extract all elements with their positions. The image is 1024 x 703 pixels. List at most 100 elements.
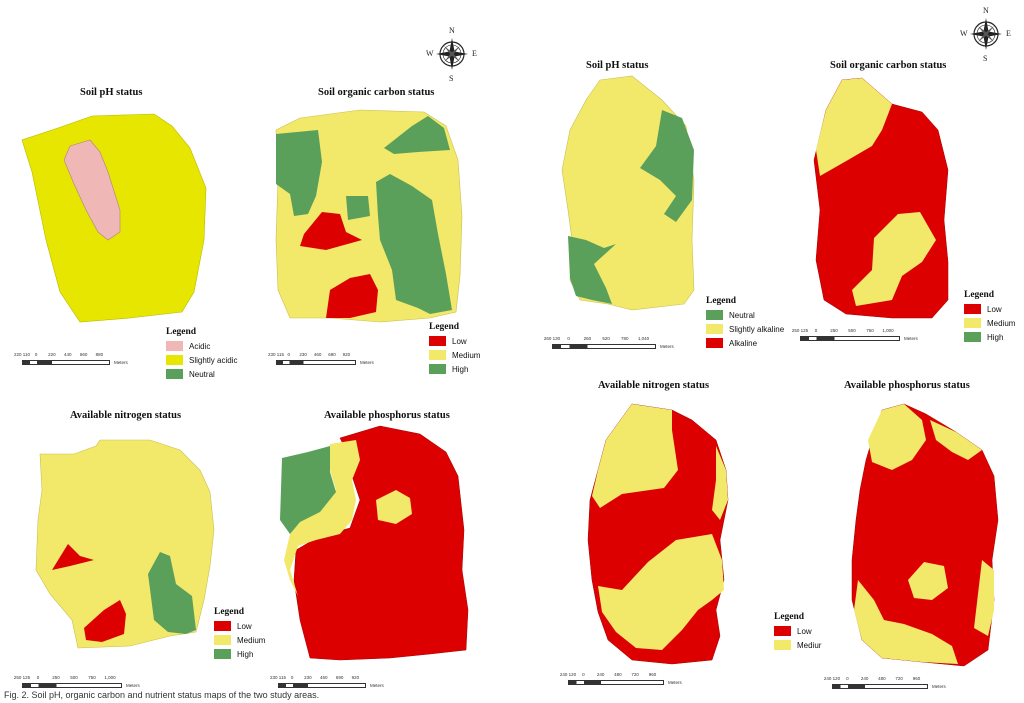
zone-medium [592, 404, 678, 508]
scalebar-n-right: 240 120 0 240 480 720 960 Meters [560, 672, 682, 685]
scale-tick: 250 [830, 328, 838, 333]
scale-tick: 720 [895, 676, 903, 681]
legend-item: Slightly acidic [166, 353, 237, 367]
scale-tick: 240 120 [823, 676, 841, 681]
swatch-acidic [166, 341, 183, 351]
swatch-neutral [166, 369, 183, 379]
scale-tick: 480 [614, 672, 622, 677]
scale-tick: 240 [860, 676, 869, 681]
legend-label: Low [452, 336, 467, 346]
swatch-medium [429, 350, 446, 360]
zone-low [293, 425, 469, 661]
legend-label: Medium [237, 635, 266, 645]
legend-item: Low [429, 334, 480, 348]
scale-tick: 780 [621, 336, 629, 341]
swatch-slightly-alkaline [706, 324, 723, 334]
scale-tick: 220 [48, 352, 56, 357]
scale-tick: 1,040 [637, 336, 650, 341]
map-oc-left [275, 109, 463, 323]
legend-oc-right: Legend Low Medium High [964, 290, 1015, 344]
scalebar-oc-right: 250 125 0 250 500 750 1,000 Meters [792, 328, 918, 341]
swatch-low [429, 336, 446, 346]
scale-tick: 0 [567, 336, 570, 341]
scale-tick: 500 [70, 675, 78, 680]
scale-tick: 460 [313, 352, 322, 357]
zone-low [326, 274, 378, 318]
legend-label: High [987, 332, 1004, 342]
scale-tick: 960 [912, 676, 921, 681]
zone-high [346, 196, 370, 220]
zone-high [276, 130, 322, 216]
zone-low [52, 544, 94, 570]
scale-tick: 1,000 [104, 675, 116, 680]
scale-tick: 920 [342, 352, 351, 357]
swatch-alkaline [706, 338, 723, 348]
zone-medium [284, 440, 360, 596]
scale-tick: 690 [328, 352, 336, 357]
legend-ph-right: Legend Neutral Slightly alkaline Alkalin… [706, 296, 784, 350]
legend-title: Legend [964, 290, 995, 300]
scale-tick: 0 [846, 676, 849, 681]
scale-tick: 480 [878, 676, 886, 681]
legend-item: Medium [964, 316, 1015, 330]
legend-item: High [214, 647, 265, 661]
legend-label: Mediur [797, 640, 822, 650]
scale-tick: 440 [63, 352, 72, 357]
map-title-p-left: Available phosphorus status [324, 410, 450, 421]
scalebar-p-right: 240 120 0 240 480 720 960 Meters [824, 676, 946, 689]
zone-medium [712, 446, 728, 520]
scale-tick: 750 [866, 328, 874, 333]
swatch-medium [774, 640, 791, 650]
map-n-right [587, 403, 729, 665]
scale-tick: 960 [648, 672, 657, 677]
map-title-oc-right: Soil organic carbon status [830, 60, 947, 71]
scalebar-ph-right: 260 130 0 260 520 780 1,040 Meters [544, 336, 674, 349]
legend-label: Low [797, 626, 812, 636]
legend-label: Low [987, 304, 1002, 314]
scale-tick: 750 [88, 675, 96, 680]
legend-title: Legend [214, 607, 245, 617]
zone-medium [376, 490, 412, 524]
compass-icon [970, 18, 1002, 50]
compass-n: N [449, 26, 455, 35]
scale-tick: 260 [583, 336, 592, 341]
swatch-neutral [706, 310, 723, 320]
zone-medium [852, 212, 936, 306]
scale-tick: 220 110 [14, 352, 30, 357]
left-map-panel: N S E W Soil pH status Legend Acidic Sli… [14, 26, 480, 688]
zone-low [851, 403, 999, 667]
scale-tick: 1,000 [882, 328, 894, 333]
scale-tick: 240 120 [559, 672, 577, 677]
legend-oc-left: Legend Low Medium High [429, 322, 480, 376]
legend-item: Mediur [774, 638, 821, 652]
scale-unit: Meters [668, 680, 682, 685]
scale-tick: 230 [304, 675, 312, 680]
legend-item: Acidic [166, 339, 237, 353]
legend-item: Medium [429, 348, 480, 362]
swatch-high [429, 364, 446, 374]
scale-unit: Meters [126, 683, 140, 688]
swatch-low [774, 626, 791, 636]
zone-medium [816, 78, 892, 176]
zone-neutral [568, 236, 616, 304]
map-ph-left [21, 113, 207, 323]
legend-title: Legend [429, 322, 460, 332]
legend-label: Acidic [189, 341, 211, 351]
zone-medium [854, 580, 958, 664]
legend-label: Low [237, 621, 252, 631]
scale-tick: 260 130 [543, 336, 561, 341]
legend-item: Medium [214, 633, 265, 647]
scale-tick: 500 [848, 328, 856, 333]
legend-item: High [964, 330, 1015, 344]
zone-acidic [63, 139, 121, 241]
scale-unit: Meters [660, 344, 674, 349]
scale-tick: 230 [299, 352, 307, 357]
legend-label: Slightly alkaline [729, 324, 785, 334]
scale-tick: 230 115 [268, 352, 284, 357]
scale-tick: 0 [582, 672, 585, 677]
compass-w: W [960, 29, 968, 38]
legend-title: Legend [706, 296, 737, 306]
legend-label: Medium [987, 318, 1016, 328]
map-p-right [851, 403, 999, 667]
zone-low [84, 600, 126, 642]
